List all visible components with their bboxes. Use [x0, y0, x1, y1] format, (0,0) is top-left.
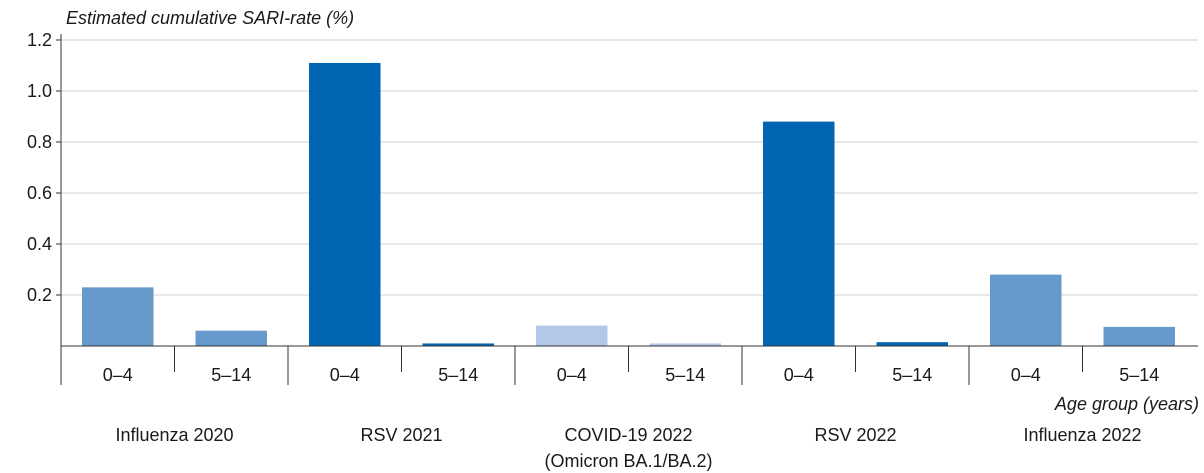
- group-label: RSV 2021: [360, 425, 442, 445]
- bar: [308, 62, 381, 346]
- x-tick-label: 5–14: [211, 365, 251, 385]
- x-tick-label: 0–4: [557, 365, 587, 385]
- group-label: Influenza 2022: [1023, 425, 1141, 445]
- y-tick-label: 0.2: [27, 285, 52, 305]
- bar: [1103, 326, 1176, 346]
- bar: [989, 274, 1062, 346]
- axes: [56, 34, 1198, 385]
- y-axis-label: Estimated cumulative SARI-rate (%): [66, 8, 354, 28]
- group-label: RSV 2022: [814, 425, 896, 445]
- x-tick-label: 5–14: [892, 365, 932, 385]
- x-tick-label: 5–14: [1119, 365, 1159, 385]
- y-tick-label: 0.4: [27, 234, 52, 254]
- bar: [876, 342, 949, 346]
- bar: [649, 343, 722, 346]
- x-tick-label: 0–4: [330, 365, 360, 385]
- bar: [81, 287, 154, 346]
- x-axis-label: Age group (years): [1054, 394, 1199, 414]
- bar: [535, 325, 608, 346]
- group-label: COVID-19 2022: [564, 425, 692, 445]
- x-tick-label: 0–4: [1011, 365, 1041, 385]
- bar: [422, 343, 495, 346]
- y-tick-label: 1.2: [27, 30, 52, 50]
- y-tick-label: 0.8: [27, 132, 52, 152]
- gridlines: [61, 39, 1198, 296]
- x-tick-label: 0–4: [103, 365, 133, 385]
- x-tick-label: 5–14: [665, 365, 705, 385]
- x-tick-label: 5–14: [438, 365, 478, 385]
- bar: [762, 121, 835, 346]
- x-tick-label: 0–4: [784, 365, 814, 385]
- group-label: Influenza 2020: [115, 425, 233, 445]
- bar: [195, 330, 268, 346]
- labels: Estimated cumulative SARI-rate (%) Age g…: [27, 8, 1199, 471]
- group-label-line2: (Omicron BA.1/BA.2): [544, 451, 712, 471]
- y-tick-label: 0.6: [27, 183, 52, 203]
- bars: [81, 62, 1176, 346]
- y-tick-label: 1.0: [27, 81, 52, 101]
